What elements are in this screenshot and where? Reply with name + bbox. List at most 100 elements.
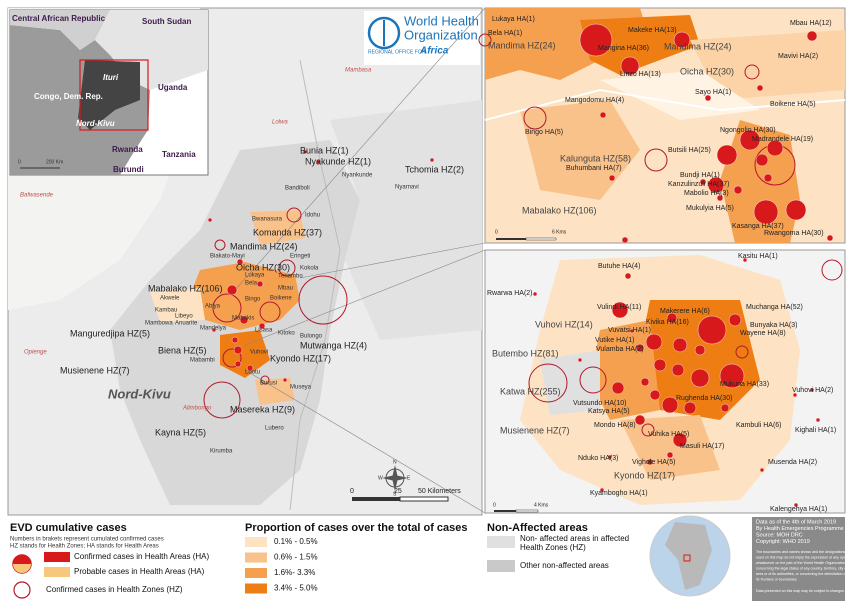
legend-swatch [245,583,267,594]
hz-circle [641,423,655,437]
legend-label: 3.4% - 5.0% [274,584,318,593]
ha-circle [226,284,238,296]
area-label: Vulamba HA(2) [596,346,644,353]
area-label: Mangina HA(36) [598,45,649,52]
ha-circle [640,377,650,387]
area-label: Lukaya [245,273,265,279]
legend-label: Probable cases in Health Areas (HA) [74,567,205,576]
scale-label: 0 [493,502,496,508]
zoom-line [234,7,486,291]
compass-label: E [407,475,411,481]
ha-circle [792,392,798,398]
info-box [752,517,845,601]
legend-swatch [44,552,70,562]
ha-circle [599,487,605,493]
area-label: Nyankunde [342,173,373,179]
affected-area [580,15,700,75]
area-label: Lubero [265,426,284,432]
scale-bar [494,510,516,512]
info-text: Copyright: WHO 2019 [756,539,810,545]
label: South Sudan [142,17,191,26]
disclaimer-text: Data presented on this map may be subjec… [756,589,844,593]
legend-label: 1.6%- 3.3% [274,568,315,577]
ha-circle [234,360,242,368]
info-text: By Health Emergencies Programme [756,526,844,532]
area-label: Abiya [205,304,221,310]
scale-label: 0 [495,229,498,235]
label: Ituri [103,73,119,82]
zone-label: Mabalako HZ(106) [522,205,597,215]
zone-label: Kyondo HZ(17) [270,353,331,363]
ha-circle [635,343,645,353]
area-label: Akwele [160,296,180,302]
area-label: Mambowa [145,321,173,327]
zone-label: Mandima HZ(24) [488,40,556,50]
scale-bar [515,509,539,513]
area-label: Mabolio HA(3) [684,190,729,197]
label: Central African Republic [12,14,106,23]
legend-note: Numbers in brakets represent cumulated c… [10,537,164,543]
who-emblem [367,16,401,50]
hz-circle [744,64,760,80]
area-label: Kitoko [278,331,295,337]
zone-label: Bunia HZ(1) [300,145,349,155]
affected-area [690,30,845,100]
hz-circle [735,345,749,359]
legend-symbol [13,581,31,599]
ha-circle [785,199,807,221]
ha-circle [739,129,761,151]
area-label: Kirumba [210,449,233,455]
zone-label: Mandima HZ(24) [664,41,732,51]
affected-area [520,100,640,200]
legend-label: Other non-affected areas [520,561,609,570]
ha-circle [666,312,678,324]
area-label: Bela HA(1) [488,30,522,37]
ha-circle [315,159,321,165]
ha-circle [733,185,743,195]
affected-area [255,378,295,405]
zone-label: Kayna HZ(5) [155,427,206,437]
ha-circle [672,432,688,448]
area-label: Nyarnavi [395,185,419,191]
border-line [289,59,341,511]
zone-label: Musienene HZ(7) [500,425,570,435]
legend-label: Non- affected areas in affected [520,534,629,543]
legend-label: 0.6% - 1.5% [274,553,318,562]
ha-circle [532,291,538,297]
hz-circle [644,148,668,172]
ha-circle [826,234,834,242]
ha-circle [611,301,629,319]
place-label: Lolwa [272,120,288,126]
ha-circle [645,333,663,351]
area-label: Lukaya HA(1) [492,16,535,23]
area-label: Lisasa [255,328,273,334]
ha-circle [809,387,815,393]
area-label: Vighole HA(5) [632,459,675,466]
zoom-line [244,249,486,346]
ha-circle [256,280,264,288]
area-label: Kyambogho HA(1) [590,490,648,497]
label: World Health [404,13,479,28]
hz-circle [821,259,843,281]
ha-circle [577,357,583,363]
non-affected-area [540,350,600,415]
scale-bar [496,238,526,240]
area-label: Kighali HA(1) [795,427,836,434]
car-shape [10,10,110,50]
label: Burundi [113,165,144,174]
label: REGIONAL OFFICE FOR [368,49,426,55]
ha-circle [236,258,244,266]
ha-circle [579,23,613,57]
area-label: Bunyaka HA(3) [750,322,797,329]
ha-circle [673,31,691,49]
area-label: Mavivi HA(2) [778,53,818,60]
area-label: Linzo HA(13) [620,71,661,78]
area-label: Eringeti [290,254,310,260]
area-label: Museya [290,385,312,391]
zone-label: Kalunguta HZ(58) [560,153,631,163]
legend-swatch [245,552,267,563]
ha-circle [239,315,249,325]
legend-swatch [245,568,267,578]
zone-label: Vuhovi HZ(14) [535,319,593,329]
